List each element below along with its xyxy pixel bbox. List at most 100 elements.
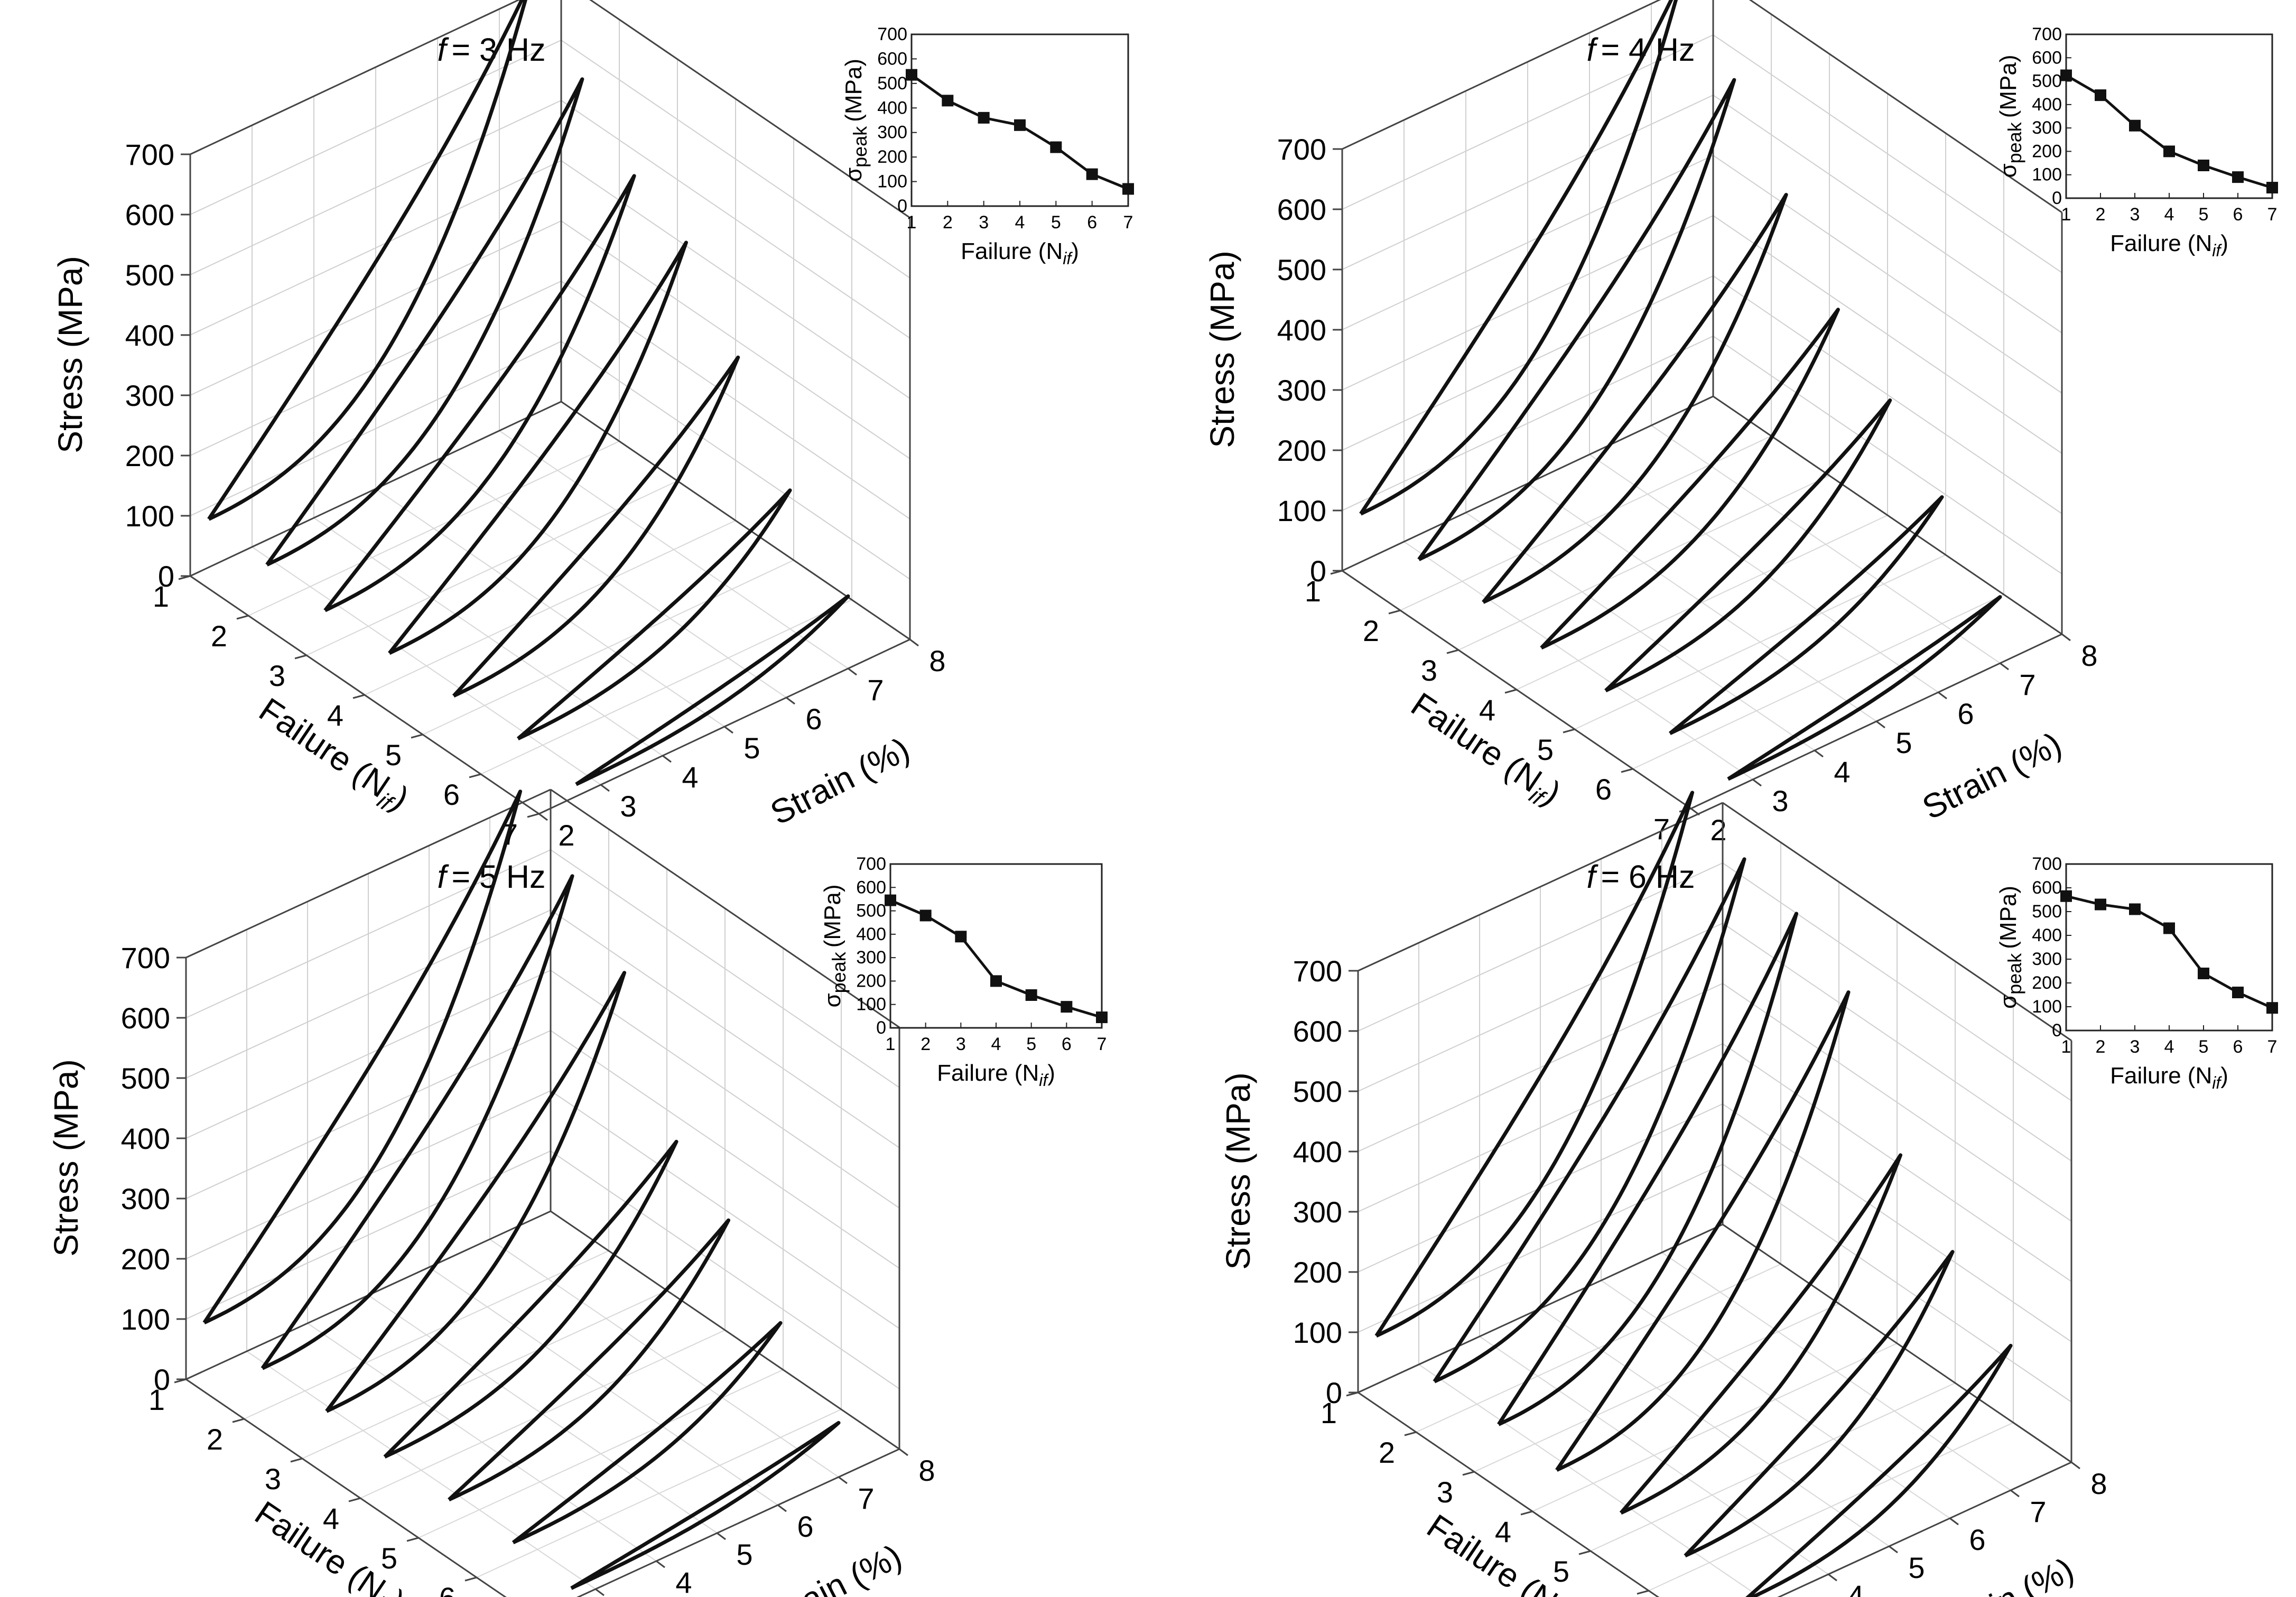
z-tick-label: 400 [125, 319, 174, 352]
grid-line [1465, 512, 1815, 751]
x-tick-label: 2 [207, 1423, 223, 1456]
inset-x-tick-label: 5 [2199, 205, 2209, 225]
x-tick [1388, 609, 1401, 615]
box-edge [561, 401, 910, 640]
hysteresis-loop-3 [1497, 912, 1798, 1426]
y-axis-label: Strain (%) [1928, 1550, 2079, 1597]
inset-chart: 0 100 200 300 400 500 600 700 1 2 3 4 5 6 7 σpeak(MPa) F… [841, 24, 1134, 268]
hysteresis-loop-6 [512, 1321, 783, 1545]
inset-y-tick-label: 500 [2032, 71, 2062, 91]
hysteresis-loop-5 [1619, 1153, 1902, 1515]
grid-line [185, 849, 551, 1018]
y-tick [899, 1448, 908, 1456]
x-tick-label: 4 [1495, 1515, 1511, 1548]
grid-line [1527, 483, 1877, 722]
grid-line [185, 1030, 551, 1199]
x-tick-label: 5 [381, 1542, 397, 1575]
inset-y-tick-label: 0 [2052, 188, 2062, 208]
grid-line [1713, 336, 2062, 574]
y-tick-label: 4 [1847, 1579, 1864, 1597]
inset-y-tick-label: 500 [856, 901, 886, 921]
grid-line [246, 1351, 596, 1590]
inset-x-tick-label: 7 [1123, 212, 1133, 233]
grid-line [499, 430, 849, 669]
y-tick-label: 8 [2090, 1467, 2107, 1500]
grid-line [550, 849, 900, 1088]
x-tick-label: 3 [1421, 654, 1437, 687]
grid-line [307, 1323, 657, 1562]
z-tick-label: 200 [125, 439, 174, 472]
x-tick [1520, 1510, 1533, 1516]
y-tick-label: 5 [743, 731, 760, 765]
y-tick [1814, 749, 1824, 758]
inset-x-tick-label: 4 [991, 1034, 1001, 1054]
inset-y-tick-label: 100 [2032, 997, 2062, 1017]
y-tick [656, 1560, 665, 1568]
grid-line [550, 970, 900, 1209]
inset-y-tick-label: 400 [2032, 925, 2062, 945]
inset-data-point [2163, 145, 2175, 157]
x-tick-label: 3 [265, 1462, 281, 1496]
x-tick [1404, 1431, 1417, 1436]
inset-x-label: Failure (Nif) [961, 238, 1079, 268]
inset-y-tick-label: 700 [2032, 24, 2062, 44]
hysteresis-loop-5 [448, 1218, 730, 1502]
inset-y-tick-label: 0 [897, 196, 907, 216]
y-tick-label: 8 [2081, 639, 2097, 672]
inset-x-tick-label: 3 [979, 212, 989, 233]
grid-line [1358, 862, 1723, 1032]
grid-line [1722, 862, 2072, 1101]
grid-line [1358, 1164, 1723, 1333]
z-tick-label: 700 [125, 138, 174, 171]
inset-y-tick-label: 300 [2032, 118, 2062, 138]
grid-line [489, 1239, 839, 1478]
grid-line [1713, 215, 2062, 454]
box-edge [1749, 0, 2062, 213]
x-tick [469, 773, 481, 778]
grid-line [561, 40, 910, 278]
z-tick-label: 300 [1277, 374, 1326, 407]
x-tick-label: 1 [1321, 1396, 1337, 1429]
inset-y-tick-label: 100 [2032, 165, 2062, 185]
inset-chart: 0 100 200 300 400 500 600 700 1 2 3 4 5 6 7 σpeak(MPa) F… [1995, 854, 2278, 1092]
y-tick-label: 4 [675, 1566, 692, 1597]
inset-data-point [1061, 1001, 1073, 1013]
x-tick-label: 6 [443, 778, 460, 811]
inset-x-tick-label: 6 [2233, 1037, 2243, 1057]
x-tick-label: 5 [1553, 1555, 1569, 1588]
inset-data-point [1096, 1011, 1108, 1024]
y-tick [538, 813, 548, 821]
y-tick [717, 1532, 726, 1540]
inset-data-point [2266, 182, 2278, 194]
grid-line [252, 546, 601, 785]
y-tick [1876, 720, 1885, 729]
grid-line [550, 1150, 900, 1389]
grid-line [429, 1267, 778, 1506]
inset-x-tick-label: 5 [2199, 1037, 2209, 1057]
grid-line [1722, 983, 2072, 1222]
z-tick-label: 600 [1293, 1015, 1342, 1048]
inset-x-label: Failure (Nif) [937, 1060, 1055, 1090]
y-tick [2071, 1461, 2080, 1470]
x-tick-label: 6 [1611, 1594, 1628, 1597]
x-tick-label: 2 [1363, 614, 1379, 647]
z-tick-label: 100 [1293, 1316, 1342, 1349]
hysteresis-loop-4 [1540, 308, 1840, 650]
hysteresis-loop-1 [202, 790, 522, 1325]
z-tick-label: 500 [125, 258, 174, 292]
hysteresis-loop-6 [1684, 1250, 1955, 1558]
x-tick [406, 1537, 419, 1542]
z-tick-label: 700 [1277, 133, 1326, 166]
inset-x-tick-label: 5 [1051, 212, 1061, 233]
hysteresis-loop-1 [207, 0, 527, 521]
x-tick-label: 4 [1479, 693, 1495, 727]
hysteresis-loop-6 [1668, 495, 1944, 735]
inset-data-point [2095, 89, 2106, 101]
z-tick-label: 300 [125, 379, 174, 412]
hysteresis-loop-5 [1604, 398, 1892, 693]
z-axis-label: Stress (MPa) [51, 256, 89, 453]
y-tick-label: 5 [1908, 1551, 1925, 1584]
y-tick-label: 8 [929, 644, 945, 677]
z-tick-label: 300 [121, 1182, 170, 1215]
grid-line [1540, 1308, 1890, 1547]
